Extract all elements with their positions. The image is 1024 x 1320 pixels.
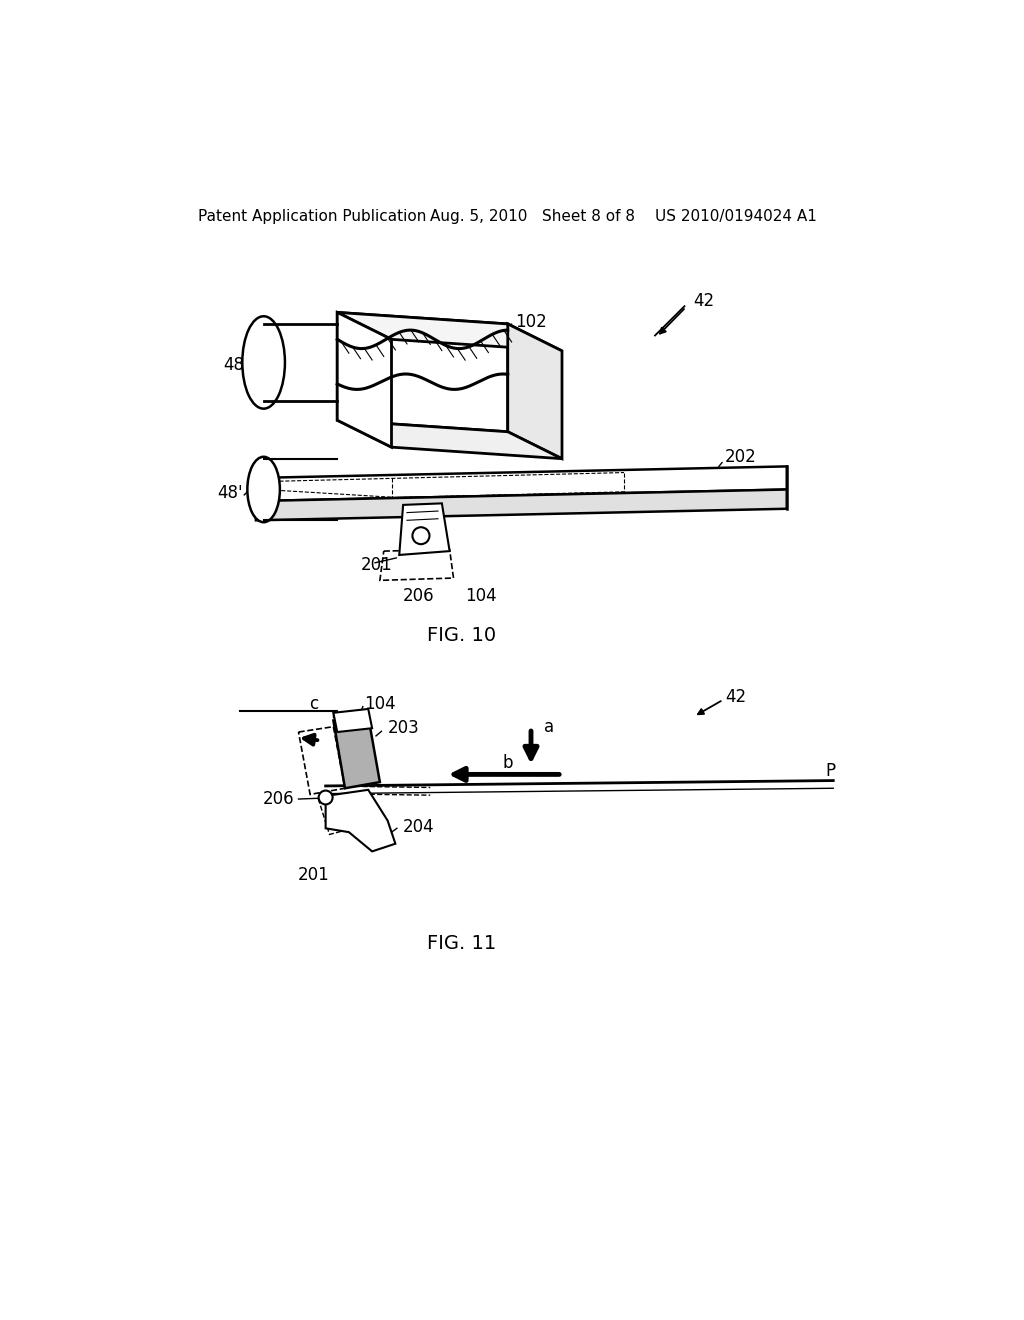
Polygon shape [334,717,380,788]
Ellipse shape [413,527,429,544]
Text: b: b [503,754,513,772]
Text: FIG. 11: FIG. 11 [427,935,496,953]
Text: 102: 102 [515,313,547,330]
Polygon shape [337,420,562,459]
Polygon shape [334,709,372,733]
Text: 201: 201 [298,866,330,883]
Text: Aug. 5, 2010   Sheet 8 of 8: Aug. 5, 2010 Sheet 8 of 8 [430,209,635,223]
Text: 104: 104 [465,587,497,605]
Text: 104: 104 [365,694,396,713]
Text: 202: 202 [725,449,757,466]
Polygon shape [337,313,391,447]
Text: 206: 206 [263,791,295,808]
Ellipse shape [318,791,333,804]
Text: 48: 48 [223,356,245,374]
Text: 203: 203 [523,376,555,395]
Text: a: a [544,718,554,735]
Text: P: P [825,762,836,780]
Text: 42: 42 [693,292,715,310]
Ellipse shape [248,457,280,523]
Text: Patent Application Publication: Patent Application Publication [198,209,426,223]
Text: 204: 204 [403,818,435,836]
Text: FIG. 10: FIG. 10 [427,626,496,645]
Text: 48': 48' [217,484,243,503]
Polygon shape [337,313,562,351]
Polygon shape [508,323,562,459]
Polygon shape [256,490,786,520]
Polygon shape [399,503,450,554]
Polygon shape [256,466,786,502]
Text: US 2010/0194024 A1: US 2010/0194024 A1 [655,209,817,223]
Polygon shape [326,789,395,851]
Polygon shape [337,313,508,432]
Text: c: c [309,694,318,713]
Text: 206: 206 [402,587,434,605]
Text: 203: 203 [388,719,420,737]
Text: 42: 42 [725,689,745,706]
Ellipse shape [243,317,285,409]
Text: 201: 201 [360,556,392,574]
